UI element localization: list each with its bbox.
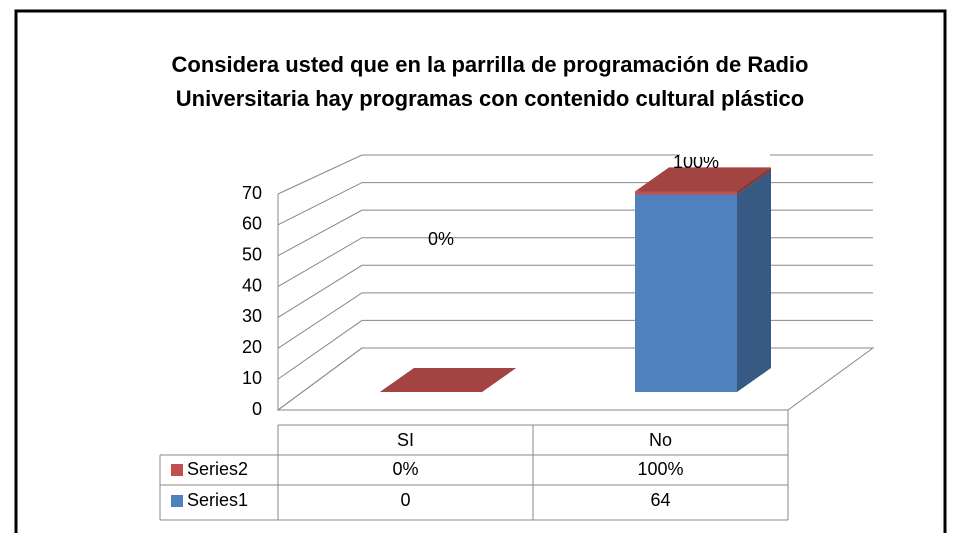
table-cell: 0% <box>392 459 418 479</box>
bar-top <box>380 368 516 392</box>
bar <box>635 170 771 392</box>
y-tick-label: 20 <box>242 337 262 357</box>
y-tick-label: 40 <box>242 275 262 295</box>
legend-label: Series1 <box>187 490 248 510</box>
x-tick-label: SI <box>397 430 414 450</box>
legend-key <box>171 464 183 476</box>
x-tick-label: No <box>649 430 672 450</box>
bar-front <box>635 191 737 195</box>
mask <box>680 120 770 157</box>
table-cell: 0 <box>400 490 410 510</box>
bar-side <box>737 167 771 195</box>
bar <box>635 167 771 195</box>
y-tick-label: 60 <box>242 214 262 234</box>
bar <box>380 368 516 392</box>
y-tick-label: 0 <box>252 399 262 419</box>
y-tick-label: 50 <box>242 244 262 264</box>
y-tick-label: 10 <box>242 368 262 388</box>
bar-side <box>737 170 771 392</box>
y-tick-label: 30 <box>242 306 262 326</box>
title-line: Considera usted que en la parrilla de pr… <box>172 52 809 77</box>
data-label: 0% <box>428 229 454 249</box>
table-cell: 64 <box>650 490 670 510</box>
chart-border <box>14 9 947 533</box>
table-cell: 100% <box>637 459 683 479</box>
y-tick-label: 70 <box>242 183 262 203</box>
title-line: Universitaria hay programas con contenid… <box>176 86 804 111</box>
bar-top <box>635 167 771 192</box>
legend-label: Series2 <box>187 459 248 479</box>
legend-key <box>171 495 183 507</box>
chart-title: Considera usted que en la parrilla de pr… <box>172 52 809 111</box>
bar-front <box>635 194 737 392</box>
